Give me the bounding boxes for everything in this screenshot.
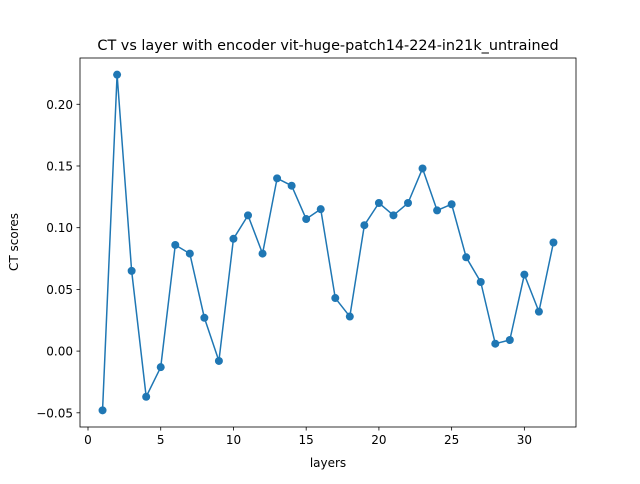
data-point	[200, 313, 209, 322]
x-tick-label: 25	[444, 433, 459, 447]
data-point	[331, 294, 340, 303]
data-point	[229, 234, 238, 243]
data-point	[185, 249, 194, 258]
y-tick-label: −0.05	[36, 406, 73, 420]
data-point	[549, 238, 558, 247]
y-tick-label: 0.10	[46, 221, 73, 235]
data-point	[505, 335, 514, 344]
data-point	[316, 205, 325, 214]
data-point	[462, 253, 471, 262]
data-point	[360, 221, 369, 230]
data-point	[433, 206, 442, 215]
x-tick-label: 5	[157, 433, 165, 447]
y-axis-label: CT scores	[7, 213, 21, 271]
y-tick-label: 0.05	[46, 283, 73, 297]
data-point	[171, 240, 180, 249]
data-point	[345, 312, 354, 321]
data-point	[258, 249, 267, 258]
data-point	[113, 70, 122, 79]
data-point	[534, 307, 543, 316]
data-point	[214, 356, 223, 365]
x-axis-label: layers	[310, 456, 346, 470]
x-tick-label: 0	[84, 433, 92, 447]
data-point	[404, 199, 412, 208]
data-point	[273, 174, 282, 183]
data-point	[520, 270, 529, 279]
data-point	[244, 211, 252, 220]
data-point	[418, 164, 427, 173]
data-point	[389, 211, 398, 220]
y-tick-label: 0.00	[46, 345, 73, 359]
chart-title: CT vs layer with encoder vit-huge-patch1…	[97, 38, 558, 54]
x-tick-label: 10	[226, 433, 241, 447]
data-point	[287, 181, 296, 190]
plot-area: 0 5 10 15 20 25 30 −0.05 0.00 0.05 0.10 0.15 0.20	[36, 57, 577, 447]
data-point	[127, 266, 136, 275]
data-point	[447, 200, 456, 209]
x-tick-label: 20	[371, 433, 386, 447]
data-point	[491, 339, 500, 348]
x-tick-label: 30	[517, 433, 532, 447]
data-point	[156, 363, 165, 372]
y-tick-label: 0.15	[46, 159, 73, 173]
data-point	[142, 392, 151, 401]
data-point	[98, 406, 107, 415]
plot-frame	[79, 57, 577, 428]
data-point	[374, 199, 383, 208]
data-point	[476, 277, 485, 286]
y-tick-label: 0.20	[46, 98, 73, 112]
x-tick-label: 15	[299, 433, 314, 447]
data-point	[302, 215, 311, 224]
